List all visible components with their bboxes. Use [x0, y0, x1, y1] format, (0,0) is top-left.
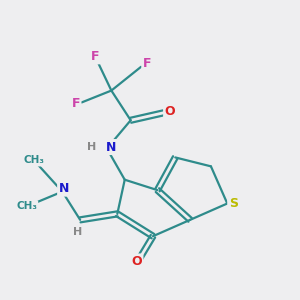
Text: S: S: [229, 197, 238, 210]
Text: N: N: [106, 140, 116, 154]
Text: O: O: [165, 105, 175, 118]
Text: O: O: [131, 255, 142, 268]
Text: F: F: [143, 57, 151, 70]
Text: H: H: [73, 227, 82, 237]
Text: H: H: [87, 142, 96, 152]
Text: F: F: [91, 50, 99, 63]
Text: CH₃: CH₃: [16, 202, 37, 212]
Text: F: F: [71, 98, 80, 110]
Text: CH₃: CH₃: [24, 155, 45, 165]
Text: N: N: [58, 182, 69, 195]
